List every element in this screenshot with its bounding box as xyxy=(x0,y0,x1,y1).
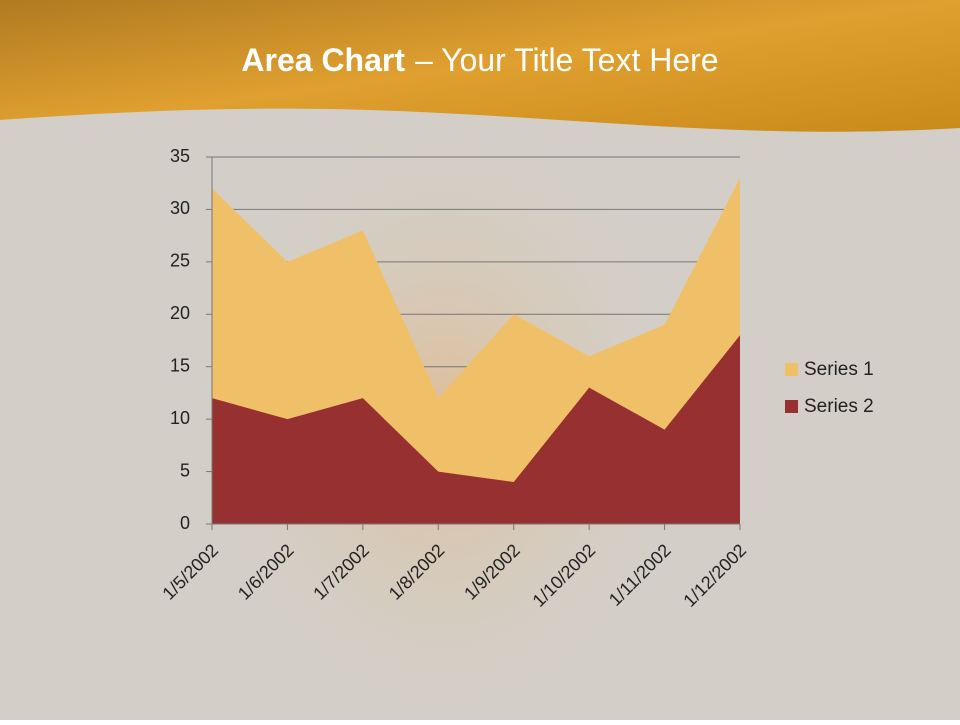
legend-swatch xyxy=(785,400,798,413)
y-tick-label: 5 xyxy=(180,460,190,480)
y-tick-label: 25 xyxy=(170,251,190,271)
title-bold: Area Chart xyxy=(241,42,405,78)
title-rest: – Your Title Text Here xyxy=(415,42,719,78)
area xyxy=(212,335,740,524)
y-tick-label: 15 xyxy=(170,355,190,375)
y-tick-label: 0 xyxy=(180,513,190,533)
legend-swatch xyxy=(785,363,798,376)
y-tick-label: 20 xyxy=(170,303,190,323)
header-band xyxy=(0,0,960,132)
y-tick-label: 30 xyxy=(170,198,190,218)
y-tick-label: 10 xyxy=(170,408,190,428)
slide-title: Area Chart – Your Title Text Here xyxy=(241,42,718,78)
legend-label: Series 2 xyxy=(804,396,874,417)
y-tick-label: 35 xyxy=(170,146,190,166)
legend-label: Series 1 xyxy=(804,359,874,380)
